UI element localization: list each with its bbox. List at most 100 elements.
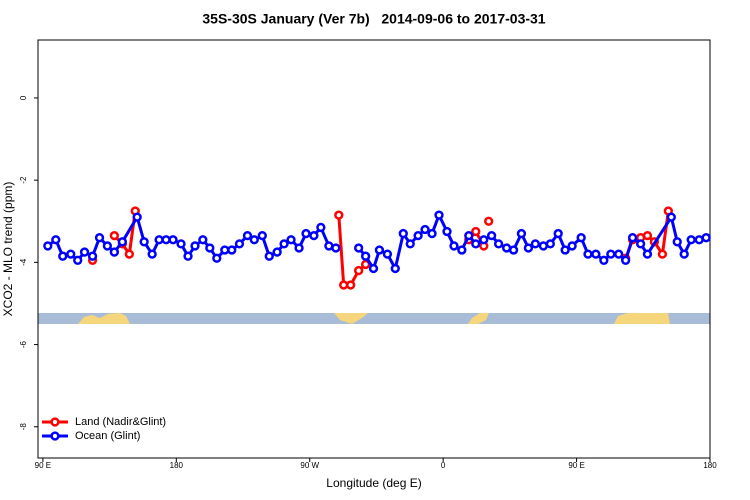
x-axis-title: Longitude (deg E) xyxy=(326,476,421,490)
data-point xyxy=(354,243,364,253)
data-point xyxy=(620,255,631,265)
data-point xyxy=(576,233,586,243)
x-tick-label: 180 xyxy=(703,461,717,470)
data-point xyxy=(591,249,601,259)
data-point xyxy=(294,243,304,253)
legend-swatch-point xyxy=(50,431,60,441)
data-point xyxy=(301,228,311,239)
data-point xyxy=(420,224,430,235)
y-axis-title: XCO2 - MLO trend (ppm) xyxy=(1,182,15,317)
y-tick-label: -4 xyxy=(19,258,28,266)
data-point xyxy=(43,241,53,251)
y-tick-label: -8 xyxy=(19,423,28,431)
plot-frame xyxy=(37,39,711,459)
data-point xyxy=(227,245,237,255)
data-point xyxy=(471,226,481,237)
data-point xyxy=(139,237,149,247)
data-point xyxy=(627,233,638,243)
data-point xyxy=(346,280,356,290)
x-tick-label: 90 W xyxy=(300,461,319,470)
data-point xyxy=(331,243,341,253)
data-point xyxy=(516,228,527,239)
data-point xyxy=(457,245,467,255)
data-point xyxy=(523,243,534,253)
data-point xyxy=(205,243,215,253)
data-point xyxy=(109,247,119,257)
data-point xyxy=(190,241,200,251)
data-point xyxy=(257,230,267,241)
data-point xyxy=(642,249,653,259)
data-point xyxy=(599,255,609,265)
data-point xyxy=(606,249,616,259)
data-point xyxy=(354,265,364,276)
data-point xyxy=(583,249,593,259)
y-tick-label: -6 xyxy=(19,340,28,348)
data-point xyxy=(94,233,105,243)
x-tick-label: 90 E xyxy=(35,461,51,470)
data-point xyxy=(642,230,653,241)
land-ocean-strip xyxy=(38,313,710,324)
land-patch xyxy=(614,313,670,324)
data-point xyxy=(66,249,76,259)
data-point xyxy=(479,235,489,245)
data-point xyxy=(374,245,385,255)
data-point xyxy=(51,235,61,245)
data-point xyxy=(398,228,408,239)
data-point xyxy=(73,255,83,265)
land-patch xyxy=(334,313,368,324)
y-tick-label: 0 xyxy=(19,95,28,100)
data-point xyxy=(486,230,497,241)
data-point xyxy=(198,235,208,245)
data-point xyxy=(102,241,113,251)
data-point xyxy=(679,249,689,259)
data-point xyxy=(368,263,379,274)
data-point xyxy=(666,212,676,222)
data-point xyxy=(279,239,289,249)
data-point xyxy=(553,228,563,239)
data-point xyxy=(484,216,494,226)
land-patch xyxy=(468,313,489,324)
data-point xyxy=(168,235,178,245)
x-tick-label: 180 xyxy=(170,461,184,470)
data-point xyxy=(413,230,423,241)
data-point xyxy=(382,249,393,259)
data-point xyxy=(427,228,437,239)
legend-swatch-point xyxy=(50,417,60,427)
data-point xyxy=(132,212,142,222)
data-point xyxy=(264,251,274,261)
data-point xyxy=(701,233,711,243)
data-point xyxy=(234,239,245,249)
data-point xyxy=(79,247,90,257)
data-point xyxy=(442,226,452,237)
data-point xyxy=(545,239,555,249)
data-point xyxy=(249,235,259,245)
chart-title: 35S-30S January (Ver 7b) 2014-09-06 to 2… xyxy=(202,11,545,27)
data-point xyxy=(530,239,541,249)
y-tick-label: -2 xyxy=(19,176,28,184)
land-patch xyxy=(78,313,130,324)
data-point xyxy=(657,249,668,259)
data-point xyxy=(567,241,577,251)
data-point xyxy=(58,251,68,261)
data-point xyxy=(87,251,98,261)
data-point xyxy=(147,249,157,259)
data-point xyxy=(493,239,504,249)
data-point xyxy=(109,230,119,241)
data-point xyxy=(405,239,415,249)
data-point xyxy=(360,251,371,261)
data-point xyxy=(183,251,193,261)
legend-label: Land (Nadir&Glint) xyxy=(75,416,166,428)
x-tick-label: 90 E xyxy=(568,461,584,470)
data-point xyxy=(360,259,371,270)
data-point xyxy=(686,235,696,245)
data-point xyxy=(334,210,344,220)
data-point xyxy=(449,241,459,251)
data-point xyxy=(242,230,253,241)
data-point xyxy=(124,249,134,259)
data-point xyxy=(309,230,319,241)
data-point xyxy=(471,239,481,249)
data-point xyxy=(508,245,519,255)
data-point xyxy=(272,247,282,257)
data-point xyxy=(635,239,646,249)
